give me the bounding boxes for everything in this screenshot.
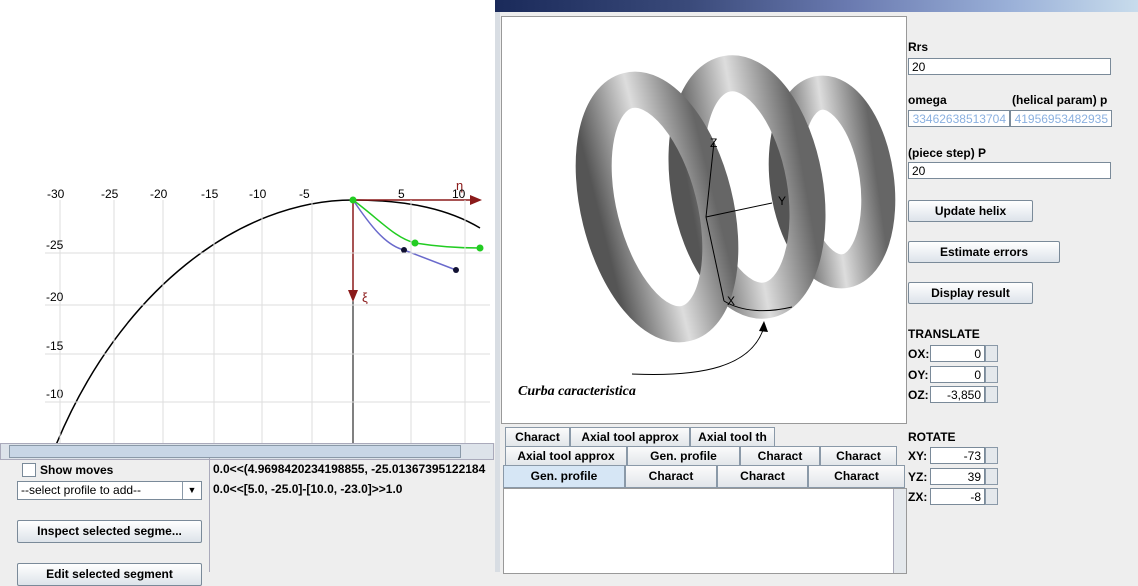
section-title: TRANSLATE [908,327,980,341]
tab[interactable]: Charact [505,427,570,447]
combo-text: --select profile to add-- [21,483,141,497]
spinner-field[interactable]: -8 [930,488,985,505]
spinner-field[interactable]: 0 [930,366,985,383]
3d-view: Z Y X Curba caracteristica [501,16,907,424]
combo-arrow[interactable]: ▼ [182,482,201,499]
checkbox-label: Show moves [40,463,113,477]
point [350,197,357,204]
helical-field[interactable]: 41956953482935 [1010,110,1112,127]
vertical-scrollbar[interactable] [893,489,906,573]
omega-field[interactable]: 33462638513704 [908,110,1010,127]
spinner-field[interactable]: 39 [930,468,985,485]
spinner-buttons[interactable] [985,366,998,383]
piece-step-field[interactable]: 20 [908,162,1111,179]
spinner-buttons[interactable] [985,447,998,464]
title-strip [495,0,1138,12]
rrs-field[interactable]: 20 [908,58,1111,75]
field-label: OY: [908,368,928,382]
axis-label: X [727,294,735,308]
helix-render: Z Y X Curba caracteristica [502,17,906,423]
x-tick-label: -30 [47,187,65,201]
x-tick-label: -20 [150,187,168,201]
eta-arrow [470,195,482,205]
point [401,247,407,253]
tab[interactable]: Gen. profile [627,446,740,466]
point [477,245,484,252]
tab[interactable]: Charact [740,446,820,466]
point [412,240,419,247]
axis-label: Y [778,194,786,208]
tab[interactable]: Axial tool approx [505,446,627,466]
display-button[interactable]: Display result [908,282,1033,304]
tab[interactable]: Axial tool th [690,427,775,447]
spinner-buttons[interactable] [985,345,998,362]
text-area[interactable] [503,488,907,574]
spinner-field[interactable]: -3,850 [930,386,985,403]
x-tick-label: -25 [101,187,119,201]
field-label: YZ: [908,470,927,484]
profile-combo[interactable]: --select profile to add-- ▼ [17,481,202,500]
x-tick-label: 5 [398,187,405,201]
horizontal-scrollbar[interactable] [0,443,494,460]
update-button[interactable]: Update helix [908,200,1033,222]
field-label: Rrs [908,40,928,54]
xi-arrow [348,290,358,302]
x-tick-label: -5 [299,187,310,201]
y-tick-label: -15 [46,339,64,353]
spinner-buttons[interactable] [985,468,998,485]
tab[interactable]: Charact [808,465,905,488]
tab[interactable]: Charact [625,465,717,488]
point [453,267,459,273]
scroll-thumb[interactable] [9,445,461,458]
tab[interactable]: Axial tool approx [570,427,690,447]
xi-label: ξ [362,290,368,305]
x-tick-label: 10 [452,187,466,201]
field-label: XY: [908,449,927,463]
axis-label: Z [710,136,717,150]
helix-band [572,77,743,338]
field-label: (helical param) p [1012,93,1107,107]
tab[interactable]: Charact [820,446,897,466]
field-label: omega [908,93,947,107]
checkbox[interactable] [22,463,36,477]
segment-text: 0.0<<(4.9698420234198855, -25.0136739512… [213,462,495,476]
y-tick-label: -25 [46,238,64,252]
y-tick-label: -10 [46,387,64,401]
y-tick-label: -20 [46,290,64,304]
estimate-button[interactable]: Estimate errors [908,241,1060,263]
tool-curve [56,200,480,443]
app-window: -10 η ξ -30-25-20-15-10-5510-25-20-15 Sh… [0,0,1138,572]
arrow-head [759,321,768,332]
tab[interactable]: Gen. profile [503,465,625,488]
spinner-field[interactable]: -73 [930,447,985,464]
field-label: OX: [908,347,929,361]
section-title: ROTATE [908,430,956,444]
x-tick-label: -10 [249,187,267,201]
field-label: OZ: [908,388,929,402]
spinner-field[interactable]: 0 [930,345,985,362]
tab[interactable]: Charact [717,465,808,488]
field-label: (piece step) P [908,146,986,160]
divider [209,458,210,572]
splitter [495,12,500,572]
spinner-buttons[interactable] [985,488,998,505]
caption: Curba caracteristica [518,384,636,399]
segment-text: 0.0<<[5.0, -25.0]-[10.0, -23.0]>>1.0 [213,482,495,496]
field-label: ZX: [908,490,927,504]
x-tick-label: -15 [201,187,219,201]
edit-button[interactable]: Edit selected segment [17,563,202,586]
spinner-buttons[interactable] [985,386,998,403]
inspect-button[interactable]: Inspect selected segme... [17,520,202,543]
